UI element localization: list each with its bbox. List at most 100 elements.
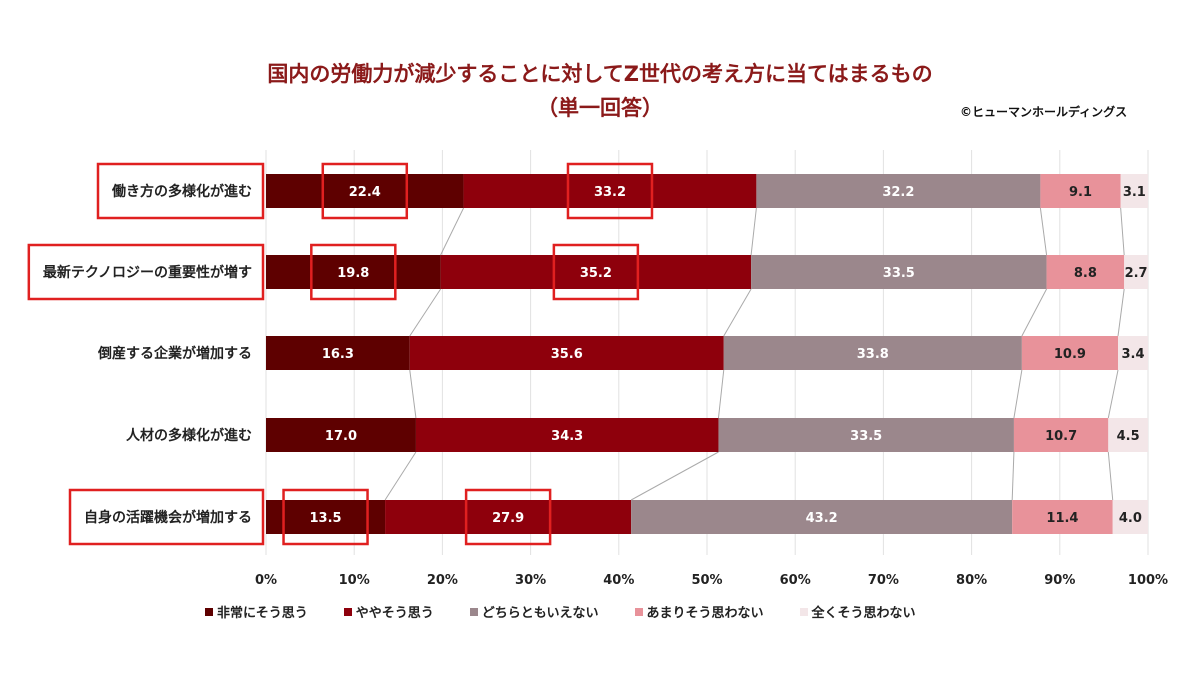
x-tick-label: 80% (956, 573, 987, 588)
highlight-box (96, 162, 265, 220)
x-tick-label: 100% (1128, 573, 1168, 588)
bar-segment (751, 255, 1047, 289)
data-label: 33.8 (857, 347, 889, 362)
legend-label: あまりそう思わない (646, 606, 764, 621)
x-tick-label: 90% (1044, 573, 1075, 588)
bar-segment (723, 336, 1022, 370)
highlight-box (68, 488, 265, 546)
connector-line (1107, 451, 1114, 501)
x-tick-label: 10% (339, 573, 370, 588)
bar-segment (1108, 418, 1148, 452)
data-label: 27.9 (492, 511, 524, 526)
legend-item: 非常にそう思う (205, 602, 308, 621)
highlight-box (282, 488, 369, 546)
bar-segment (631, 500, 1013, 534)
highlight-box (321, 162, 409, 220)
highlight-box (552, 243, 640, 301)
highlight-box (27, 243, 265, 301)
legend-swatch (343, 607, 352, 616)
legend-label: ややそう思う (355, 606, 434, 621)
connector-line (1021, 288, 1048, 337)
connector-line (1013, 369, 1023, 419)
data-label: 17.0 (325, 429, 357, 444)
legend-swatch (469, 607, 478, 616)
legend-item: あまりそう思わない (634, 602, 764, 621)
bar-segment (1021, 336, 1119, 370)
legend-swatch (205, 607, 213, 616)
data-label: 3.4 (1121, 347, 1144, 362)
category-label: 人材の多様化が進む (126, 427, 252, 444)
data-label: 33.2 (594, 185, 626, 200)
connector-line (1039, 207, 1048, 256)
x-tick-label: 60% (780, 573, 811, 588)
x-tick-label: 0% (255, 573, 277, 588)
x-tick-label: 30% (515, 573, 546, 588)
category-label: 自身の活躍機会が増加する (84, 509, 252, 526)
x-tick-label: 20% (427, 573, 458, 588)
bar-segment (266, 418, 416, 452)
connector-line (630, 451, 719, 501)
data-label: 35.6 (551, 347, 583, 362)
data-label: 9.1 (1069, 185, 1092, 200)
legend-label: 全くそう思わない (811, 606, 916, 621)
bar-segment (1118, 336, 1148, 370)
bar-segment (266, 174, 464, 208)
highlight-box (310, 243, 397, 301)
bar-segment (1012, 500, 1113, 534)
bar-segment (415, 418, 719, 452)
bar-segment (1120, 174, 1148, 208)
bar-segment (1046, 255, 1125, 289)
connector-line (440, 207, 465, 256)
chart-title: 国内の労働力が減少することに対してZ世代の考え方に当てはまるもの (267, 62, 933, 86)
connector-line (1117, 288, 1125, 337)
bar-segment (718, 418, 1014, 452)
data-label: 32.2 (882, 185, 914, 200)
x-tick-label: 50% (691, 573, 722, 588)
data-label: 2.7 (1125, 266, 1148, 281)
x-tick-label: 40% (603, 573, 634, 588)
legend: 非常にそう思う ややそう思う どちらともいえない あまりそう思わない 全くそう思わない (205, 602, 916, 621)
bar-segment (1124, 255, 1148, 289)
bar-segment (1013, 418, 1109, 452)
legend-label: どちらともいえない (481, 606, 599, 621)
data-label: 34.3 (551, 429, 583, 444)
legend-swatch (799, 607, 808, 616)
legend-label: 非常にそう思う (217, 606, 308, 621)
connector-line (723, 288, 752, 337)
data-label: 10.9 (1054, 347, 1086, 362)
connector-line (384, 451, 417, 501)
bar-segment (1040, 174, 1121, 208)
data-label: 43.2 (806, 511, 838, 526)
data-label: 4.5 (1117, 429, 1140, 444)
data-label: 16.3 (322, 347, 354, 362)
legend-swatch (634, 607, 643, 616)
bar-segment (1112, 500, 1148, 534)
chart-subtitle: （単一回答） (537, 96, 663, 120)
legend-item: ややそう思う (343, 602, 434, 621)
data-label: 33.5 (883, 266, 915, 281)
bar-segment (440, 255, 752, 289)
bar-segment (409, 336, 724, 370)
connector-line (409, 288, 442, 337)
bar-segment (266, 500, 386, 534)
x-tick-label: 70% (868, 573, 899, 588)
legend-item: どちらともいえない (469, 602, 599, 621)
bar-segment (463, 174, 757, 208)
connector-line (1120, 207, 1125, 256)
data-label: 13.5 (309, 511, 341, 526)
connector-line (1107, 369, 1119, 419)
data-label: 3.1 (1123, 185, 1146, 200)
data-label: 10.7 (1045, 429, 1077, 444)
data-label: 22.4 (349, 185, 381, 200)
connector-line (1011, 451, 1015, 501)
data-label: 8.8 (1074, 266, 1097, 281)
bar-segment (385, 500, 632, 534)
category-label: 倒産する企業が増加する (97, 345, 252, 362)
bar-segment (756, 174, 1041, 208)
highlight-box (464, 488, 552, 546)
data-label: 19.8 (337, 266, 369, 281)
data-label: 11.4 (1046, 511, 1078, 526)
bar-segment (266, 336, 410, 370)
